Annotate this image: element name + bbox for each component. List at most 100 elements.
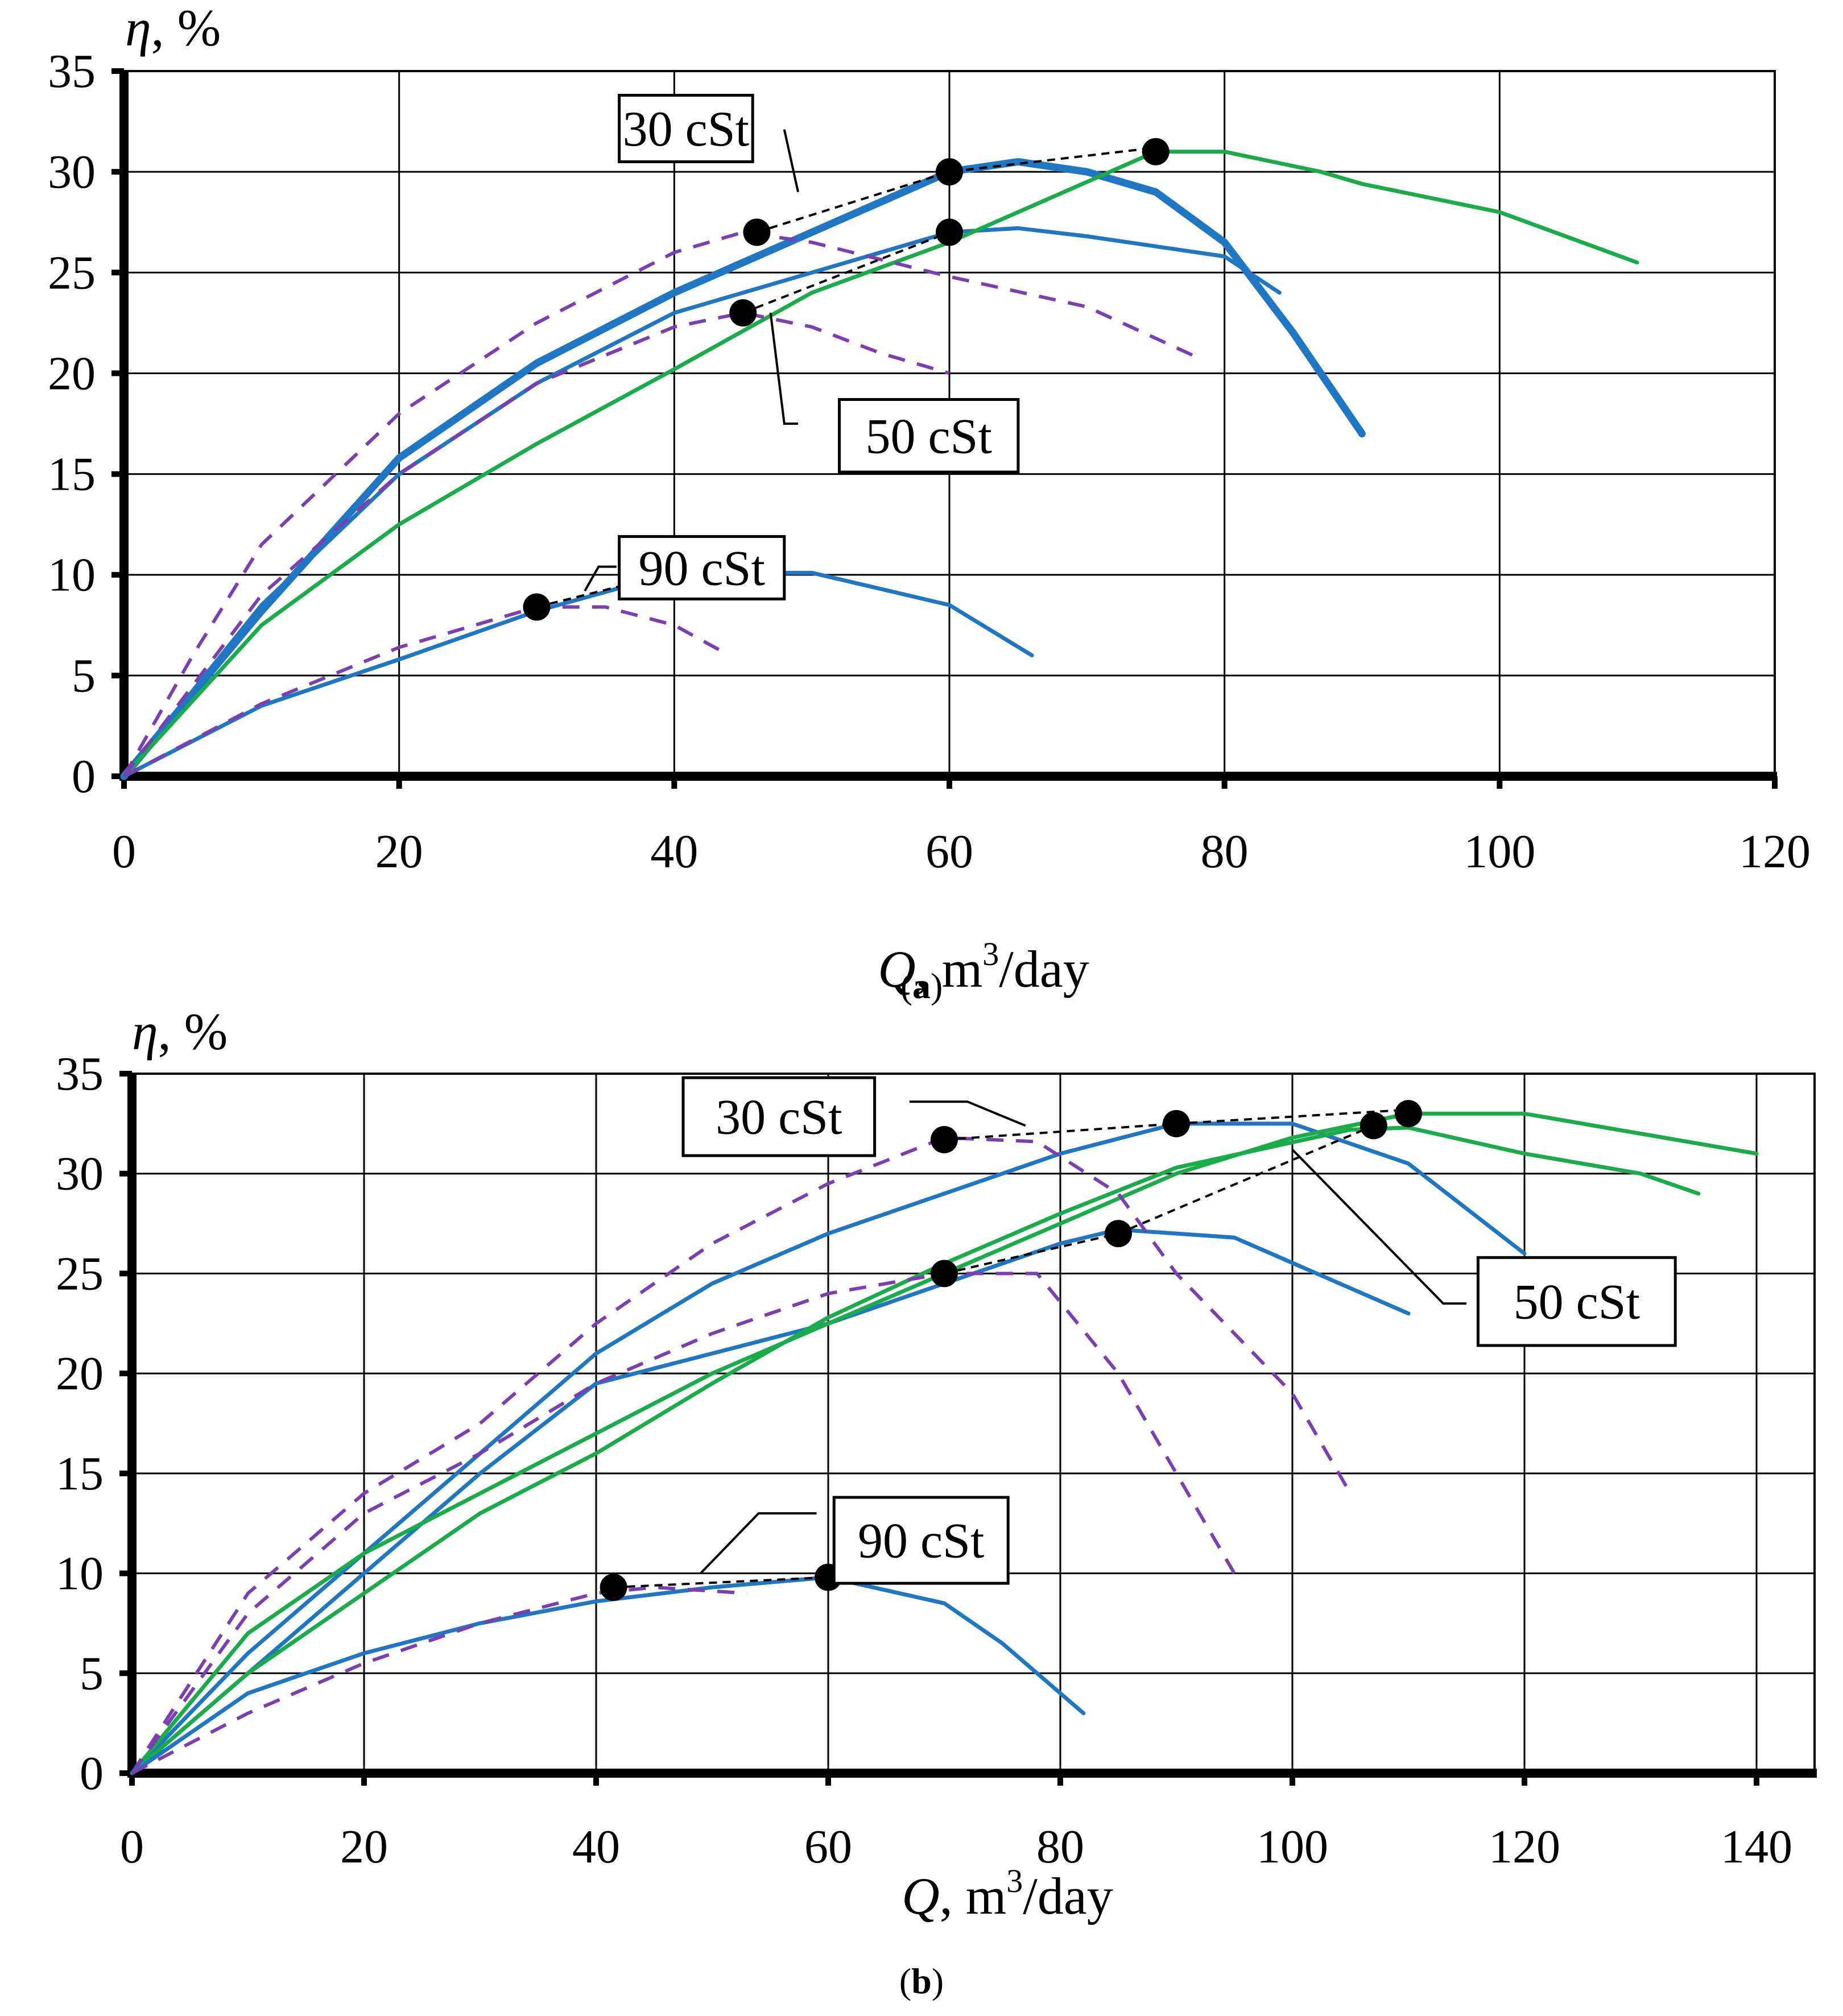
series-line bbox=[122, 230, 1198, 777]
annotation-leader bbox=[1291, 1149, 1466, 1305]
panel-label: (a) bbox=[900, 966, 943, 1006]
y-axis-symbol: η bbox=[125, 0, 151, 57]
y-tick-label: 10 bbox=[56, 1547, 104, 1600]
y-tick-label: 15 bbox=[48, 448, 96, 501]
x-axis-unit: , m bbox=[916, 940, 983, 998]
annotation-label: 50 cSt bbox=[1514, 1275, 1640, 1330]
series-line bbox=[130, 1227, 1411, 1775]
bep-marker bbox=[729, 299, 757, 327]
bep-marker bbox=[523, 593, 551, 621]
panel-label: (b) bbox=[899, 1961, 944, 2001]
bep-marker bbox=[1105, 1220, 1132, 1248]
bep-marker bbox=[931, 1125, 958, 1153]
y-axis-label: η, % bbox=[125, 0, 221, 57]
x-tick-label: 80 bbox=[1201, 825, 1249, 878]
y-tick-label: 20 bbox=[48, 347, 96, 400]
x-axis-unit: , m bbox=[940, 1867, 1007, 1925]
annotation-box bbox=[832, 1496, 1010, 1585]
panel-label-close: ) bbox=[931, 966, 943, 1006]
x-axis-unit-sup: 3 bbox=[1006, 1862, 1023, 1899]
series-line bbox=[123, 605, 730, 778]
bep-marker bbox=[936, 158, 963, 186]
annotation-label: 30 cSt bbox=[716, 1090, 842, 1145]
x-tick-label: 0 bbox=[120, 1820, 144, 1873]
x-tick-label: 60 bbox=[925, 825, 973, 878]
panel-label-close: ) bbox=[932, 1961, 944, 2001]
annotation-box bbox=[618, 535, 786, 601]
annotation-label: 50 cSt bbox=[865, 409, 991, 464]
annotation-label: 90 cSt bbox=[638, 541, 765, 596]
x-tick-label: 20 bbox=[375, 825, 423, 878]
y-axis-symbol: η bbox=[132, 1003, 158, 1061]
x-axis-label: Q, m3/day bbox=[902, 1862, 1113, 1925]
x-tick-label: 40 bbox=[650, 825, 698, 878]
panel-label-open: ( bbox=[899, 1961, 911, 2001]
tangent-line bbox=[613, 1576, 829, 1589]
y-axis-unit: , % bbox=[151, 0, 221, 57]
annotation-box bbox=[838, 398, 1020, 474]
y-tick-label: 0 bbox=[72, 750, 96, 803]
annotation-box bbox=[1476, 1256, 1677, 1347]
y-axis-label: η, % bbox=[132, 1003, 228, 1061]
series-line bbox=[130, 1136, 1352, 1774]
series-line bbox=[122, 570, 1034, 779]
x-tick-label: 120 bbox=[1489, 1820, 1560, 1873]
bep-marker bbox=[1395, 1100, 1422, 1128]
bep-marker bbox=[1142, 138, 1170, 165]
x-tick-label: 20 bbox=[340, 1820, 388, 1873]
panel-label-letter: b bbox=[911, 1961, 932, 2001]
y-tick-label: 5 bbox=[80, 1647, 104, 1700]
annotation-leader bbox=[700, 1512, 817, 1574]
plot-border bbox=[131, 1073, 1816, 1774]
chart-b: 0 20 40 60 80 100 120 140 0 5 10 15 20 25 30 35 η, % Q, m… bbox=[56, 1003, 1817, 2001]
tangent-line bbox=[742, 231, 950, 314]
bep-marker bbox=[1163, 1110, 1190, 1137]
panel-label-open: ( bbox=[900, 966, 912, 1006]
x-tick-label: 140 bbox=[1721, 1820, 1792, 1873]
x-tick-label: 100 bbox=[1464, 825, 1535, 878]
y-tick-label: 35 bbox=[48, 45, 96, 98]
panel-label-letter: a bbox=[912, 966, 931, 1006]
series-line bbox=[130, 1272, 1236, 1774]
x-tick-label: 40 bbox=[572, 1820, 620, 1873]
y-axis-unit: , % bbox=[158, 1003, 228, 1061]
series-line bbox=[122, 226, 1282, 779]
tangent-line bbox=[536, 572, 675, 608]
bep-marker bbox=[1359, 1112, 1387, 1140]
y-tick-label: 30 bbox=[56, 1148, 104, 1201]
bep-marker bbox=[936, 218, 963, 246]
gridlines bbox=[131, 1073, 1815, 1774]
series-line bbox=[131, 1586, 747, 1775]
series-line bbox=[130, 1111, 1759, 1775]
series-line bbox=[130, 1125, 1701, 1775]
annotation-box bbox=[681, 1076, 877, 1157]
annotation-box bbox=[618, 94, 754, 163]
annotation-leader bbox=[769, 312, 798, 425]
x-axis-label: Q, m3/day bbox=[878, 935, 1089, 998]
y-tick-label: 25 bbox=[48, 246, 96, 299]
x-tick-label: 120 bbox=[1739, 825, 1811, 878]
series-group bbox=[130, 1111, 1759, 1775]
annotation-label: 90 cSt bbox=[858, 1514, 984, 1569]
series-line bbox=[122, 150, 1639, 779]
x-tick-label: 100 bbox=[1257, 1820, 1328, 1873]
y-tick-label: 20 bbox=[56, 1347, 104, 1400]
x-axis-symbol: Q bbox=[902, 1867, 939, 1925]
x-tick-label: 0 bbox=[112, 825, 136, 878]
series-line bbox=[122, 311, 950, 777]
annotation-leader bbox=[909, 1100, 1026, 1127]
y-tick-label: 0 bbox=[80, 1747, 104, 1800]
bep-marker bbox=[600, 1574, 627, 1601]
series-line bbox=[130, 1575, 1086, 1775]
x-tick-label: 60 bbox=[804, 1820, 852, 1873]
bep-marker bbox=[931, 1260, 958, 1288]
x-axis-unit-suffix: /day bbox=[999, 940, 1089, 998]
y-tick-label: 5 bbox=[72, 649, 96, 702]
y-tick-label: 35 bbox=[56, 1048, 104, 1100]
x-axis-symbol: Q bbox=[878, 940, 915, 998]
x-tick-label: 80 bbox=[1036, 1820, 1084, 1873]
annotation-leader bbox=[783, 129, 799, 193]
chart-a: 0 20 40 60 80 100 120 0 5 10 15 20 25 30 35 η, % Q, m3/d… bbox=[48, 0, 1811, 1006]
x-axis-unit-sup: 3 bbox=[982, 935, 999, 972]
